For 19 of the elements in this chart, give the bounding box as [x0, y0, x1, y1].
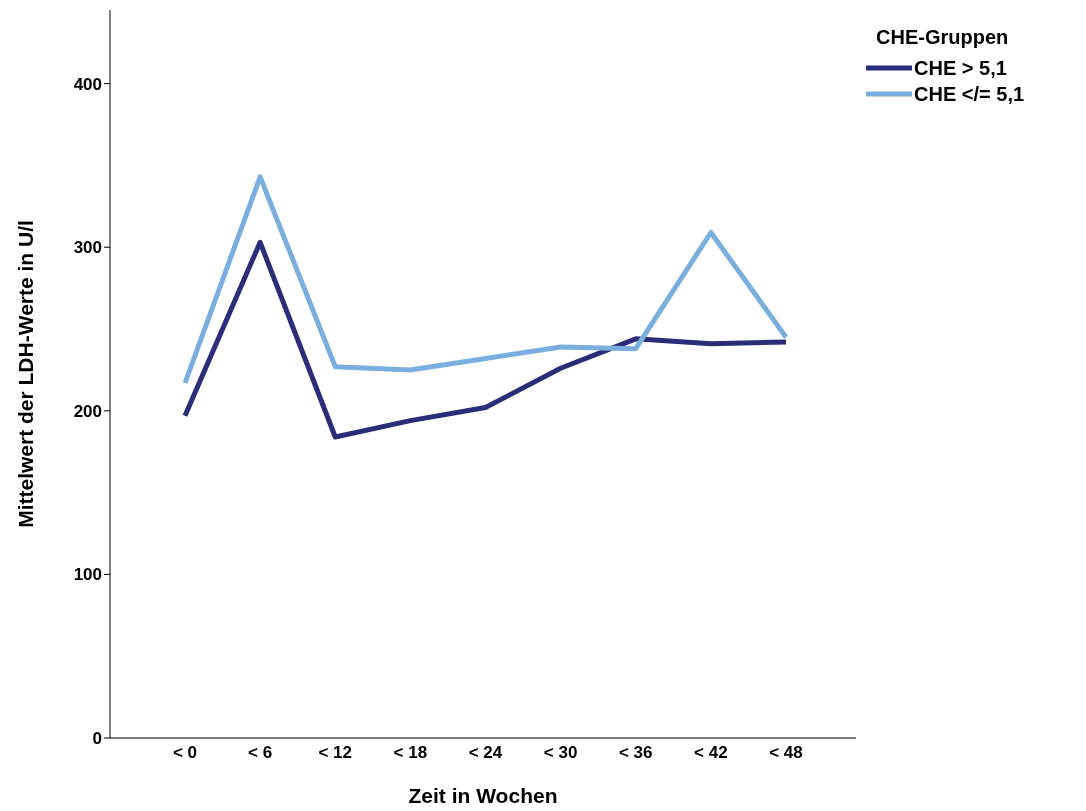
x-tick-label: < 24	[468, 743, 503, 763]
x-tick-label: < 6	[248, 743, 273, 763]
x-axis-title: Zeit in Wochen	[408, 784, 558, 807]
legend-label: CHE </= 5,1	[914, 82, 1025, 106]
x-tick-label: < 0	[172, 743, 198, 763]
legend-label: CHE > 5,1	[914, 56, 1007, 80]
y-tick-label: 100	[73, 565, 102, 585]
legend-title: CHE-Gruppen	[876, 26, 1010, 49]
y-tick-label: 300	[73, 238, 102, 258]
x-tick-label: < 36	[618, 743, 653, 763]
y-axis-title: Mittelwert der LDH-Werte in U/l	[14, 220, 38, 528]
x-tick-label: < 18	[393, 743, 428, 763]
y-tick-label: 400	[73, 74, 102, 94]
x-tick-label: < 42	[694, 743, 728, 763]
x-tick-label: < 30	[543, 743, 578, 763]
y-tick-label: 200	[73, 401, 102, 421]
x-tick-label: < 12	[318, 743, 353, 763]
y-tick-label: 0	[92, 729, 102, 749]
x-tick-label: < 48	[769, 743, 803, 763]
